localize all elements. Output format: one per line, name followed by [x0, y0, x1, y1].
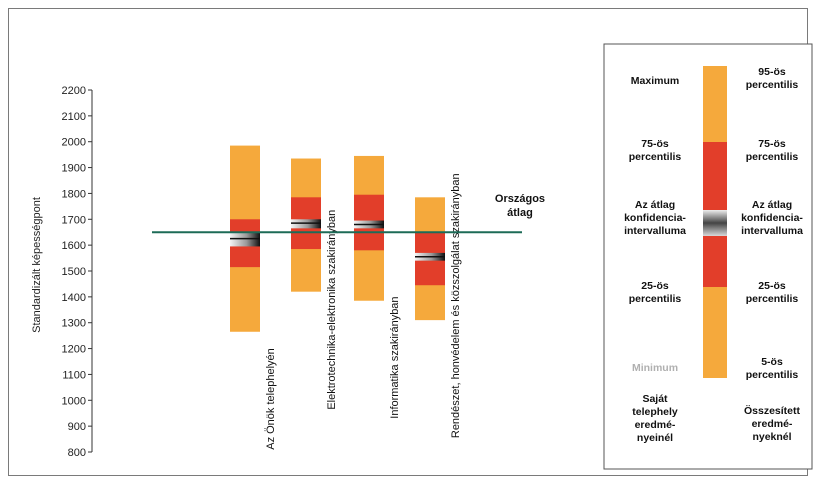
legend-left-p75: percentilis [629, 151, 682, 163]
legend-right-p95: percentilis [746, 79, 799, 91]
y-tick-label: 1000 [62, 395, 86, 407]
y-tick-label: 1900 [62, 163, 86, 175]
y-tick-label: 1300 [62, 318, 86, 330]
legend-right-p95: 95-ös [758, 66, 786, 78]
legend-left-maximum: Maximum [631, 75, 679, 87]
category-label: Elektrotechnika-elektronika szakirányban [326, 210, 338, 410]
legend-right-caption: nyeknél [752, 431, 791, 443]
legend-left-p75: 75-ös [641, 138, 669, 150]
category-label: Rendészet, honvédelem és közszolgálat sz… [450, 173, 462, 438]
y-tick-label: 1200 [62, 344, 86, 356]
y-tick-label: 1100 [62, 369, 86, 381]
legend-left-caption: Saját [642, 393, 668, 405]
legend-left-ci: konfidencia- [624, 212, 686, 224]
legend-bar-ci [703, 210, 727, 236]
legend-bar-outer-top [703, 66, 727, 142]
legend-right-caption: Összesített [744, 404, 801, 417]
legend-right-p5: 5-ös [761, 356, 783, 368]
y-axis-label: Standardizált képességpont [31, 197, 43, 333]
legend-left-caption: telephely [632, 406, 678, 418]
legend-right-ci: intervalluma [741, 225, 803, 237]
legend-left-p25: 25-ös [641, 280, 669, 292]
legend-left-caption: nyeinél [637, 432, 673, 444]
y-tick-label: 1800 [62, 188, 86, 200]
y-tick-label: 1600 [62, 240, 86, 252]
legend-left-minimum: Minimum [632, 362, 678, 374]
y-tick-label: 900 [68, 421, 86, 433]
national-average-label-line2: átlag [507, 207, 533, 219]
y-tick-label: 2200 [62, 85, 86, 97]
legend-left-p25: percentilis [629, 293, 682, 305]
y-tick-label: 1400 [62, 292, 86, 304]
y-tick-label: 2000 [62, 137, 86, 149]
category-label: Informatika szakirányban [389, 296, 401, 418]
y-tick-label: 800 [68, 447, 86, 459]
national-average-label-line1: Országos [495, 193, 545, 205]
legend-right-p5: percentilis [746, 369, 799, 381]
legend-right-ci: Az átlag [752, 199, 792, 211]
legend-left-ci: Az átlag [635, 199, 675, 211]
legend-left-caption: eredmé- [635, 419, 676, 431]
legend-right-p25: 25-ös [758, 280, 786, 292]
legend-right-p75: 75-ös [758, 138, 786, 150]
category-label: Az Önök telephelyén [265, 348, 277, 450]
y-tick-label: 1700 [62, 214, 86, 226]
y-tick-label: 1500 [62, 266, 86, 278]
legend-right-p75: percentilis [746, 151, 799, 163]
y-tick-label: 2100 [62, 111, 86, 123]
legend-right-caption: eredmé- [752, 418, 793, 430]
legend-left-ci: intervalluma [624, 225, 686, 237]
legend-bar-outer-bottom [703, 287, 727, 378]
legend-right-ci: konfidencia- [741, 212, 803, 224]
legend-right-p25: percentilis [746, 293, 799, 305]
